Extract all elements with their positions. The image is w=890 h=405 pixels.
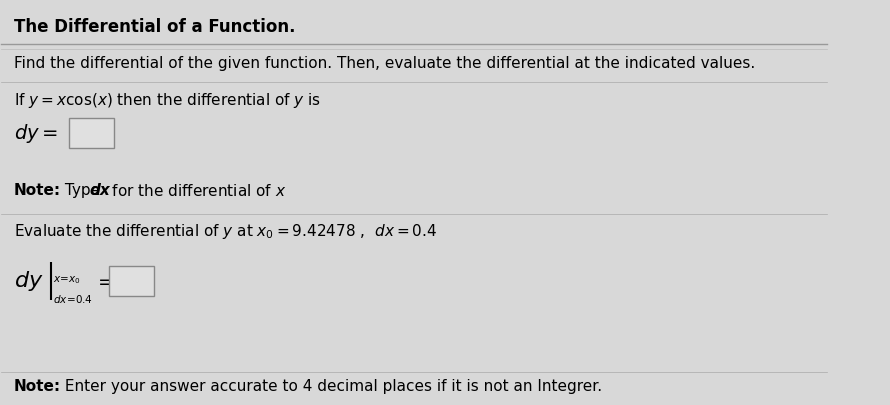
Text: Type: Type	[60, 183, 105, 198]
Text: Note:: Note:	[13, 379, 61, 394]
Text: Evaluate the differential of $y$ at $x_0 = 9.42478$ ,  $dx = 0.4$: Evaluate the differential of $y$ at $x_0…	[13, 222, 437, 241]
Text: The Differential of a Function.: The Differential of a Function.	[13, 18, 295, 36]
Text: $dx\!=\!0.4$: $dx\!=\!0.4$	[53, 293, 93, 305]
Text: Find the differential of the given function. Then, evaluate the differential at : Find the differential of the given funct…	[13, 56, 755, 71]
Text: Enter your answer accurate to 4 decimal places if it is not an Integrer.: Enter your answer accurate to 4 decimal …	[60, 379, 603, 394]
Text: for the differential of $x$: for the differential of $x$	[107, 183, 287, 199]
FancyBboxPatch shape	[109, 266, 154, 296]
Text: $x\!=\!x_0$: $x\!=\!x_0$	[53, 274, 81, 286]
Text: $dy =$: $dy =$	[13, 122, 58, 145]
Text: If $y = x\cos(x)$ then the differential of $y$ is: If $y = x\cos(x)$ then the differential …	[13, 91, 321, 110]
Text: $dy$: $dy$	[13, 269, 44, 293]
Text: $=$: $=$	[93, 271, 114, 290]
Text: Note:: Note:	[13, 183, 61, 198]
Text: dx: dx	[90, 183, 110, 198]
FancyBboxPatch shape	[69, 118, 115, 148]
